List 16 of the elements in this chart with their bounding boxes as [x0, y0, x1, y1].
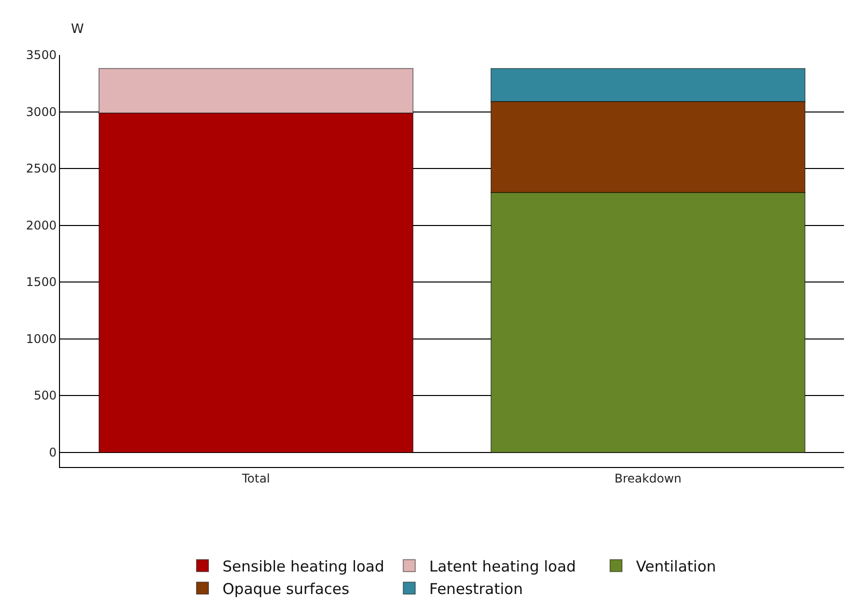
x-tick-label: Total	[240, 471, 270, 486]
y-tick-label: 500	[34, 388, 57, 403]
y-tick-label: 0	[48, 445, 57, 460]
y-tick-label: 2500	[26, 162, 57, 176]
y-tick-label: 1500	[26, 275, 57, 290]
x-tick-label: Breakdown	[614, 471, 682, 486]
y-tick-label: 1000	[26, 332, 57, 346]
y-tick-label: 3500	[26, 48, 57, 62]
y-axis-title: W	[71, 22, 84, 37]
legend-label: Sensible heating load	[222, 558, 384, 576]
legend-label: Opaque surfaces	[222, 580, 350, 598]
y-tick-label: 3000	[26, 104, 57, 119]
legend-label: Ventilation	[636, 558, 716, 576]
legend-label: Latent heating load	[429, 558, 576, 576]
y-tick-label: 2000	[26, 218, 57, 232]
legend-label: Fenestration	[429, 580, 523, 598]
